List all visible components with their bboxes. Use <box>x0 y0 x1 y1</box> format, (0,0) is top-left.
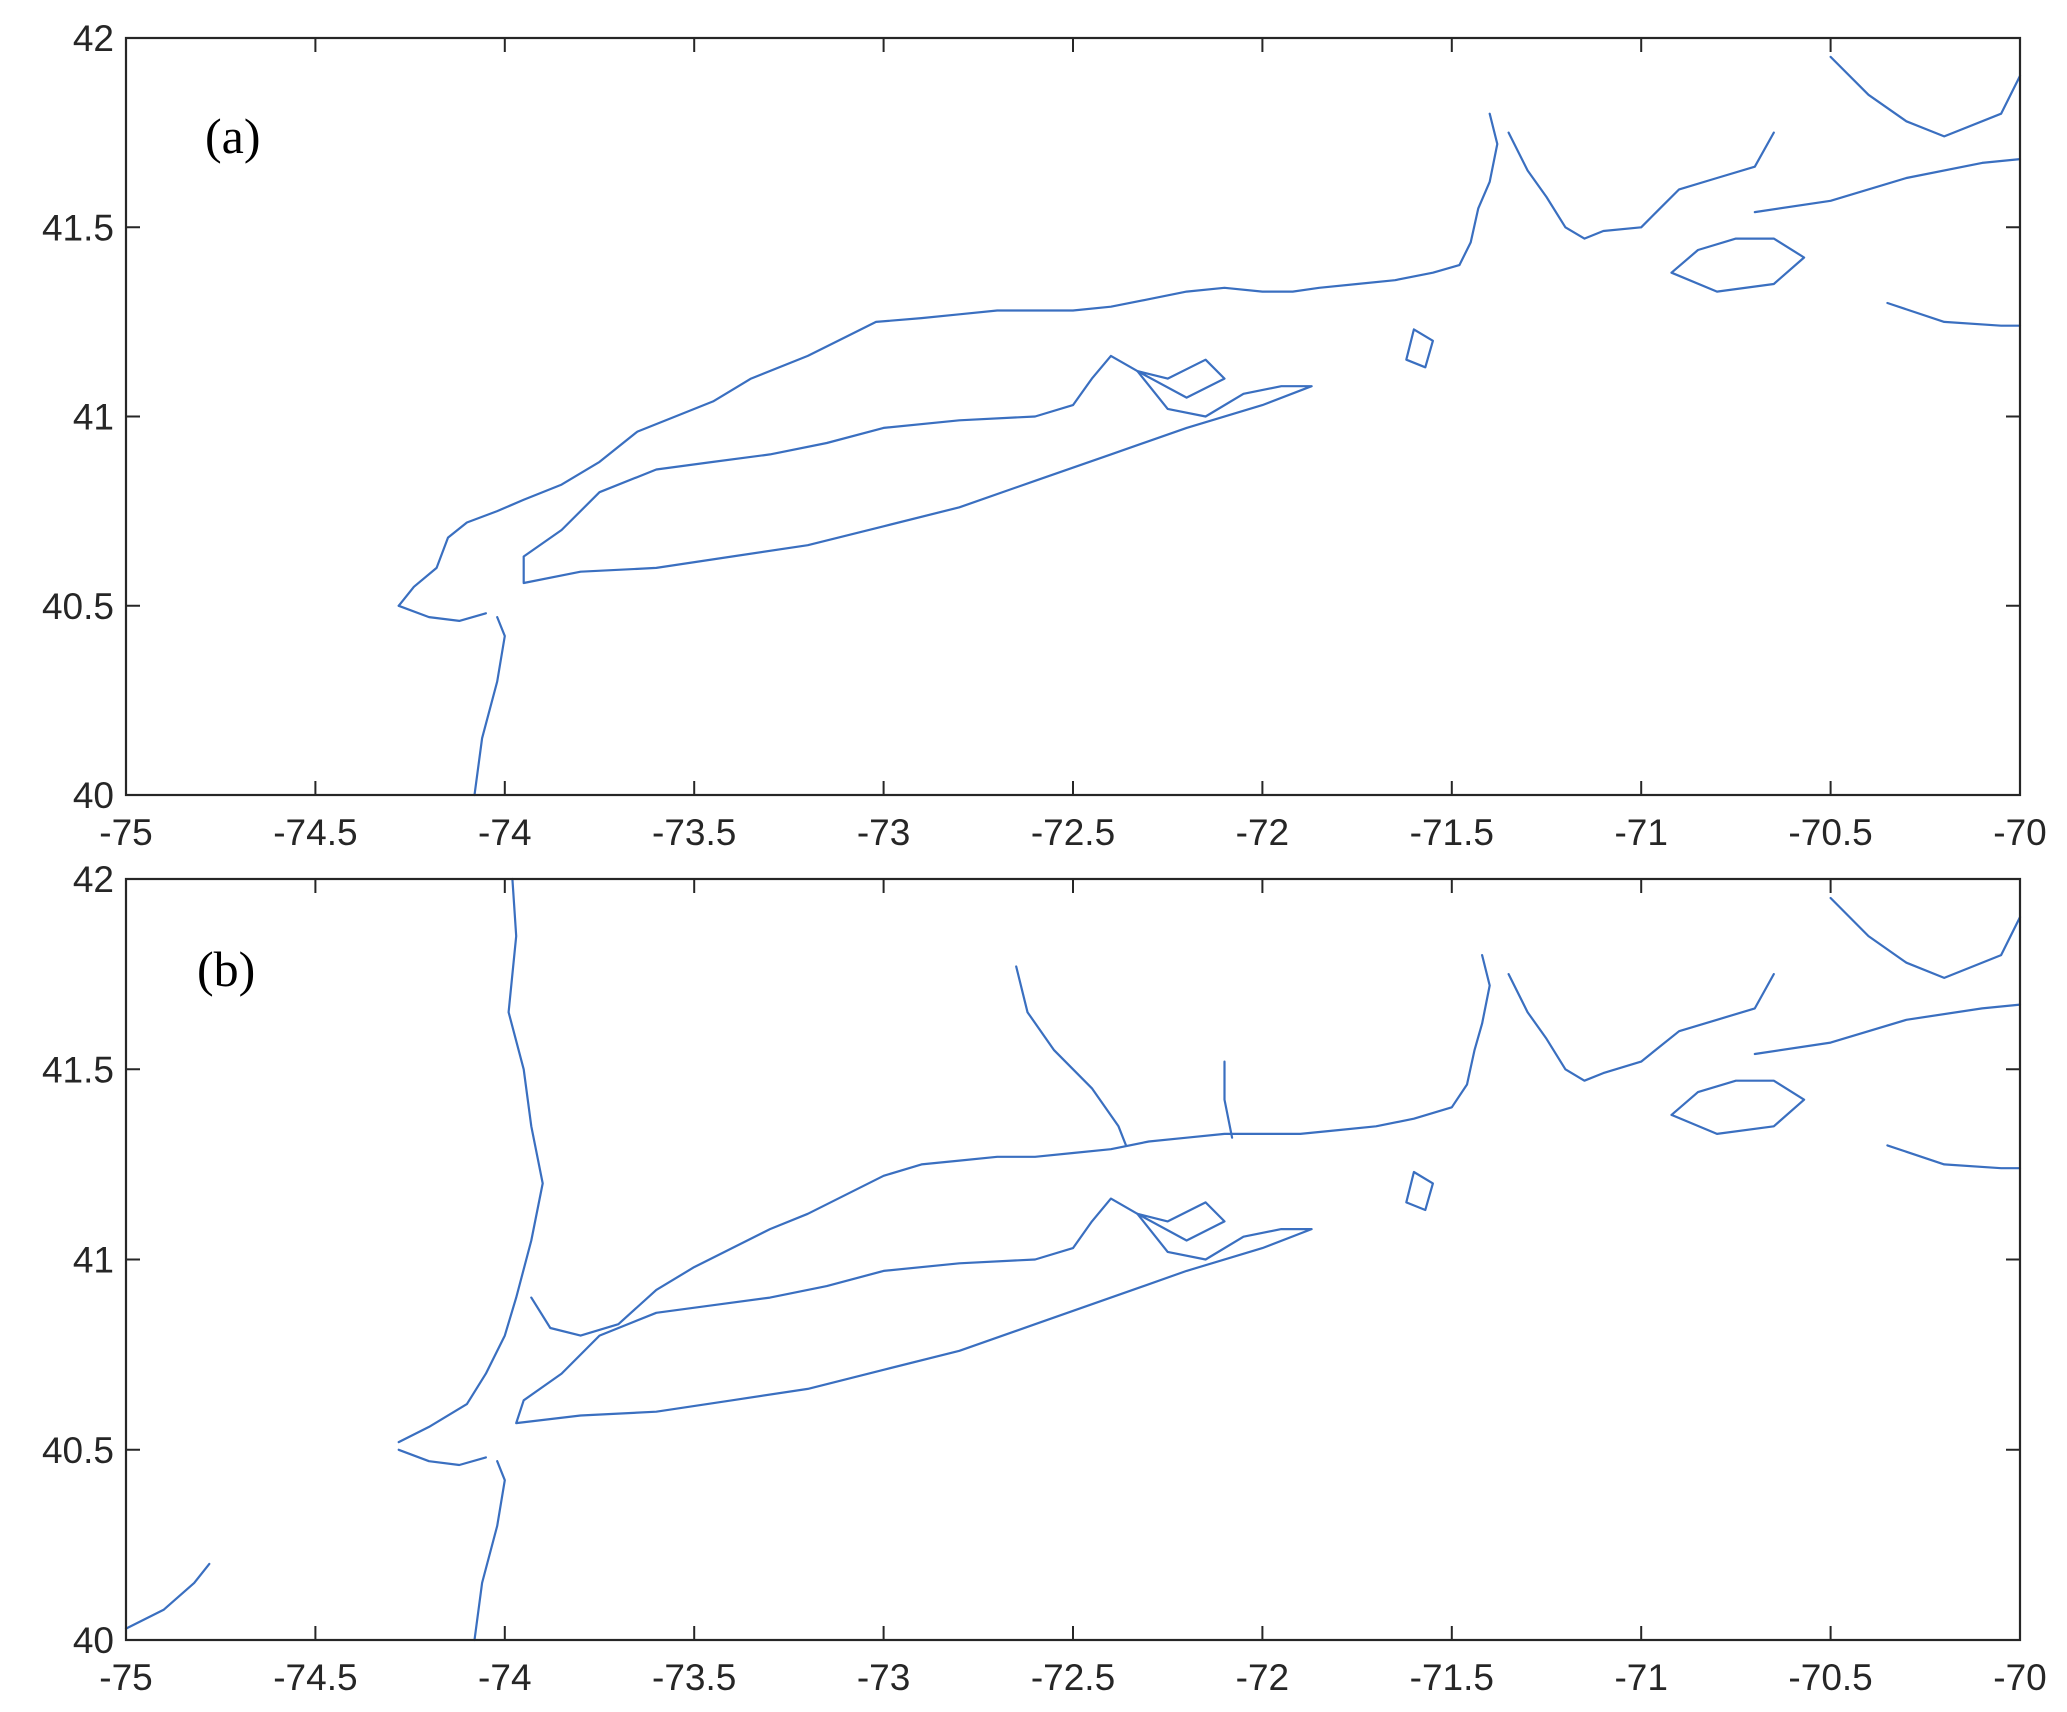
x-tick-label: -71.5 <box>1410 812 1494 853</box>
coastline-segment <box>124 1562 211 1630</box>
coastline-segment <box>473 1460 506 1642</box>
x-tick-label: -70 <box>1993 1657 2046 1698</box>
x-tick-label: -75 <box>99 812 152 853</box>
coastline-segment <box>530 954 1491 1337</box>
coastline-segment <box>1829 896 2022 979</box>
panel-a: -75 -74.5 -74 -73.5 -73 -72.5 -72 -71.5 -71 -70.5… <box>42 18 2047 853</box>
x-tick-label: -71 <box>1614 812 1667 853</box>
coastline-segment <box>522 354 1313 585</box>
coastline-segment <box>1753 1003 2022 1056</box>
coastline-segment <box>1136 358 1226 399</box>
coastline-segment <box>397 1448 487 1467</box>
panel-label: (b) <box>197 941 255 997</box>
axis-ticks <box>125 878 2021 1641</box>
coastline-segment <box>397 112 1499 607</box>
x-tick-label: -73.5 <box>652 1657 736 1698</box>
x-tick-label: -74.5 <box>273 812 357 853</box>
coastline-segment <box>1223 1060 1234 1139</box>
panel-label: (a) <box>205 108 261 164</box>
x-tick-label: -74 <box>478 812 531 853</box>
coastline-segment <box>1886 1144 2022 1170</box>
y-tick-label: 41 <box>73 397 114 438</box>
x-tick-label: -71 <box>1614 1657 1667 1698</box>
y-tick-label: 41 <box>73 1240 114 1281</box>
x-tick-label: -72.5 <box>1031 812 1115 853</box>
x-tick-label: -70.5 <box>1788 1657 1872 1698</box>
coastline-layer <box>124 877 2022 1642</box>
x-tick-label: -72.5 <box>1031 1657 1115 1698</box>
coastline-segment <box>1886 301 2022 327</box>
y-tick-label: 40.5 <box>42 1430 114 1471</box>
x-tick-label: -73 <box>857 812 910 853</box>
panel-b: -75 -74.5 -74 -73.5 -73 -72.5 -72 -71.5 -71 -70.5… <box>42 859 2047 1698</box>
coastline-segment <box>397 604 487 622</box>
coastline-layer <box>397 55 2022 797</box>
y-tick-labels: 40 40.5 41 41.5 42 <box>42 859 114 1661</box>
x-tick-label: -75 <box>99 1657 152 1698</box>
y-tick-label: 40 <box>73 775 114 816</box>
y-tick-label: 41.5 <box>42 207 114 248</box>
x-tick-label: -72 <box>1236 812 1289 853</box>
axis-ticks <box>125 37 2021 796</box>
x-tick-label: -71.5 <box>1410 1657 1494 1698</box>
coastline-segment <box>1753 158 2022 214</box>
y-tick-label: 42 <box>73 859 114 900</box>
x-tick-labels: -75 -74.5 -74 -73.5 -73 -72.5 -72 -71.5 -71 -70.5… <box>99 1657 2046 1698</box>
y-tick-label: 40.5 <box>42 586 114 627</box>
x-tick-label: -70.5 <box>1788 812 1872 853</box>
coastline-segment <box>473 616 506 797</box>
coastline-segment <box>1507 973 1775 1082</box>
coastline-segment <box>1136 1201 1226 1242</box>
y-tick-label: 42 <box>73 18 114 59</box>
coastline-segment <box>1829 55 2022 138</box>
y-tick-label: 40 <box>73 1620 114 1661</box>
y-tick-labels: 40 40.5 41 41.5 42 <box>42 18 114 816</box>
x-tick-label: -74.5 <box>273 1657 357 1698</box>
coastline-segment <box>1405 1170 1434 1212</box>
x-tick-label: -73 <box>857 1657 910 1698</box>
x-tick-label: -74 <box>478 1657 531 1698</box>
coastline-segment <box>1015 965 1128 1147</box>
coastline-segment <box>1670 1079 1806 1135</box>
y-tick-label: 41.5 <box>42 1049 114 1090</box>
x-tick-label: -70 <box>1993 812 2046 853</box>
x-tick-label: -73.5 <box>652 812 736 853</box>
x-tick-labels: -75 -74.5 -74 -73.5 -73 -72.5 -72 -71.5 -71 -70.5… <box>99 812 2046 853</box>
coastline-segment <box>1507 131 1775 240</box>
coastline-segment <box>515 1197 1313 1425</box>
x-tick-label: -72 <box>1236 1657 1289 1698</box>
coastline-segment <box>397 877 544 1444</box>
coastline-segment <box>1670 237 1806 293</box>
coastline-segment <box>1405 328 1434 369</box>
